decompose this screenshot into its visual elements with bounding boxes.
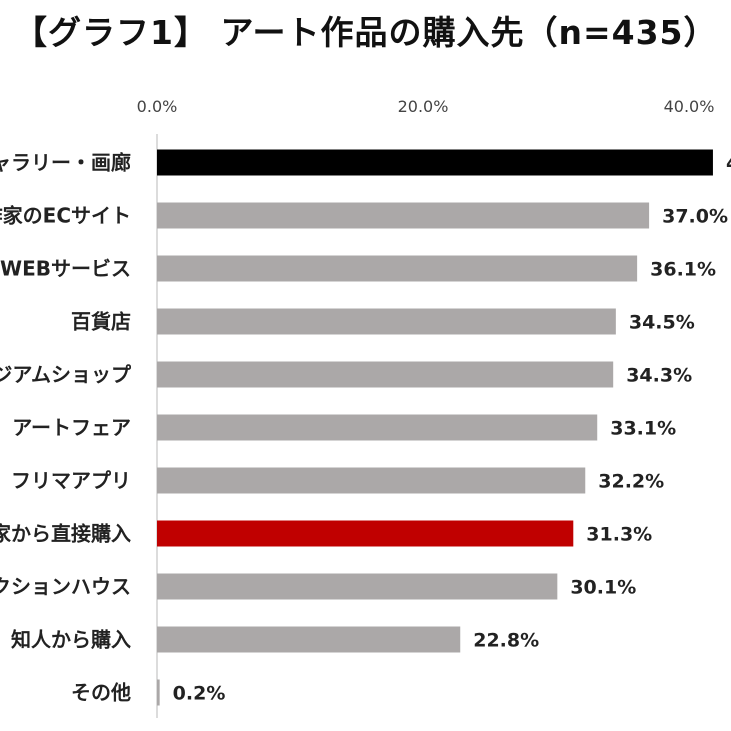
bars: ギャラリー・画廊 41.8% 作家のECサイト 37.0% アートのWEBサービス 36.… (0, 149, 731, 706)
value-label: 41.8% (726, 153, 731, 175)
bar (157, 679, 160, 706)
category-label: ミュージアムショップ (0, 363, 132, 387)
bar (157, 202, 650, 229)
bar (157, 626, 461, 653)
bar (157, 361, 614, 388)
value-label: 22.8% (473, 630, 539, 652)
value-label: 31.3% (586, 524, 652, 546)
category-label: ギャラリー・画廊 (0, 151, 131, 175)
value-label: 34.5% (629, 312, 695, 334)
category-label: アートフェア (12, 416, 131, 440)
category-label: フリマアプリ (11, 469, 131, 493)
bar (157, 414, 598, 441)
chart-title: 【グラフ1】 アート作品の購入先（n=435） (14, 13, 718, 52)
x-tick-label: 20.0% (398, 97, 449, 116)
category-label: 百貨店 (71, 310, 131, 334)
x-tick-label: 40.0% (664, 97, 715, 116)
value-label: 36.1% (650, 259, 716, 281)
category-label: その他 (71, 681, 131, 705)
value-label: 37.0% (662, 206, 728, 228)
bar (157, 308, 616, 335)
bar (157, 467, 586, 494)
category-label: アートのWEBサービス (0, 257, 131, 281)
value-label: 34.3% (626, 365, 692, 387)
category-label: オークションハウス (0, 575, 131, 599)
bar (157, 520, 574, 547)
x-tick-label: 0.0% (137, 97, 178, 116)
bar (157, 573, 558, 600)
category-label: 知人から購入 (11, 628, 131, 652)
x-axis-ticks: 0.0% 20.0% 40.0% (137, 97, 715, 116)
bar (157, 255, 638, 282)
value-label: 32.2% (598, 471, 664, 493)
value-label: 0.2% (173, 683, 226, 705)
category-label: 作家のECサイト (0, 204, 131, 228)
bar (157, 149, 713, 176)
value-label: 33.1% (610, 418, 676, 440)
category-label: 作家から直接購入 (0, 522, 131, 546)
value-label: 30.1% (570, 577, 636, 599)
